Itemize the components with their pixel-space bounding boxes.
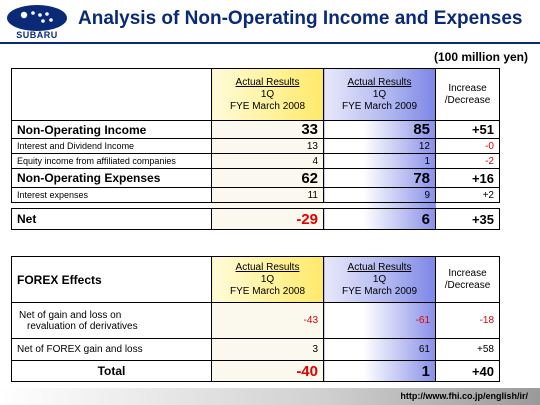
non-operating-table: Actual Results 1Q FYE March 2008 Actual … xyxy=(11,68,500,230)
table-row: Non-Operating Income 33 85 +51 xyxy=(11,120,500,139)
page-title: Analysis of Non-Operating Income and Exp… xyxy=(78,8,523,29)
table-row: Net of FOREX gain and loss 3 61 +58 xyxy=(11,338,500,361)
cell-change: +16 xyxy=(435,168,500,188)
table-row: Total -40 1 +40 xyxy=(11,360,500,382)
col-header-change: Increase /Decrease xyxy=(435,68,500,121)
col-header-fye2008: Actual Results 1Q FYE March 2008 xyxy=(211,68,324,121)
cell-fye2008: 4 xyxy=(211,153,324,169)
cell-fye2008: 62 xyxy=(211,168,324,188)
page-header: SUBARU Analysis of Non-Operating Income … xyxy=(0,0,540,44)
header-empty-cell xyxy=(11,68,212,121)
table-row: Non-Operating Expenses 62 78 +16 xyxy=(11,168,500,188)
cell-change: +2 xyxy=(435,187,500,203)
row-label: Non-Operating Expenses xyxy=(11,168,212,188)
cell-fye2009: 61 xyxy=(323,338,436,361)
cell-fye2008: -43 xyxy=(211,302,324,339)
title-rule xyxy=(0,42,540,44)
cell-fye2008: 33 xyxy=(211,120,324,139)
cell-change: -0 xyxy=(435,138,500,154)
table-row: Equity income from affiliated companies … xyxy=(11,153,500,169)
col-header-fye2009: Actual Results 1Q FYE March 2009 xyxy=(323,68,436,121)
cell-fye2009: 78 xyxy=(323,168,436,188)
cell-fye2008: 13 xyxy=(211,138,324,154)
cell-fye2008: -29 xyxy=(211,208,324,230)
subaru-logo xyxy=(6,4,68,40)
cell-change: +40 xyxy=(435,360,500,382)
table-header-row: Actual Results 1Q FYE March 2008 Actual … xyxy=(11,68,500,121)
table-header-row: FOREX Effects Actual Results 1Q FYE Marc… xyxy=(11,256,500,303)
table-row: Net of gain and loss on revaluation of d… xyxy=(11,302,500,339)
cell-change: +35 xyxy=(435,208,500,230)
row-label: Net xyxy=(11,208,212,230)
cell-change: -2 xyxy=(435,153,500,169)
footer-bar xyxy=(0,388,540,405)
cell-fye2009: 1 xyxy=(323,153,436,169)
row-label: Non-Operating Income xyxy=(11,120,212,139)
col-header-change: Increase /Decrease xyxy=(435,256,500,303)
cell-fye2008: 3 xyxy=(211,338,324,361)
units-label: (100 million yen) xyxy=(433,50,528,64)
forex-effects-table: FOREX Effects Actual Results 1Q FYE Marc… xyxy=(11,256,500,382)
cell-change: -18 xyxy=(435,302,500,339)
cell-fye2009: 85 xyxy=(323,120,436,139)
row-label: Net of FOREX gain and loss xyxy=(11,338,212,361)
footer-url: http://www.fhi.co.jp/english/ir/ xyxy=(400,391,528,401)
table-row: Net -29 6 +35 xyxy=(11,208,500,230)
forex-title: FOREX Effects xyxy=(11,256,212,303)
col-header-fye2009: Actual Results 1Q FYE March 2009 xyxy=(323,256,436,303)
cell-fye2009: 1 xyxy=(323,360,436,382)
row-label: Interest and Dividend Income xyxy=(11,138,212,154)
row-label: Equity income from affiliated companies xyxy=(11,153,212,169)
col-header-fye2008: Actual Results 1Q FYE March 2008 xyxy=(211,256,324,303)
cell-change: +51 xyxy=(435,120,500,139)
cell-fye2008: 11 xyxy=(211,187,324,203)
cell-change: +58 xyxy=(435,338,500,361)
row-label: Interest expenses xyxy=(11,187,212,203)
table-row: Interest expenses 11 9 +2 xyxy=(11,187,500,203)
table-row: Interest and Dividend Income 13 12 -0 xyxy=(11,138,500,154)
logo-text: SUBARU xyxy=(16,30,58,40)
row-label: Total xyxy=(11,360,212,382)
cell-fye2008: -40 xyxy=(211,360,324,382)
cell-fye2009: 9 xyxy=(323,187,436,203)
cell-fye2009: 6 xyxy=(323,208,436,230)
cell-fye2009: 12 xyxy=(323,138,436,154)
row-label: Net of gain and loss on revaluation of d… xyxy=(11,302,212,339)
cell-fye2009: -61 xyxy=(323,302,436,339)
